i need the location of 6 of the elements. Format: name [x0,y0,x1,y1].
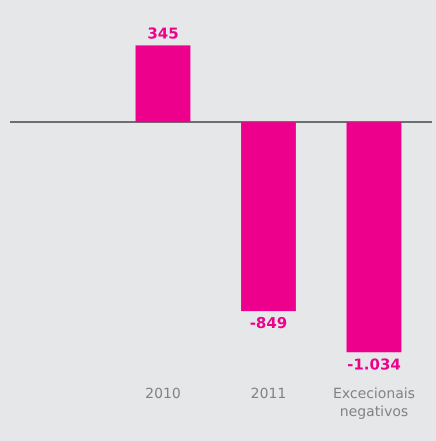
x-tick-label: Excecionais negativos [332,386,415,420]
x-tick-label: 2010 [145,386,181,402]
data-label: 345 [147,24,179,42]
data-label: -849 [250,314,288,332]
data-label: -1.034 [347,355,401,374]
x-tick-label: 2011 [250,386,286,402]
